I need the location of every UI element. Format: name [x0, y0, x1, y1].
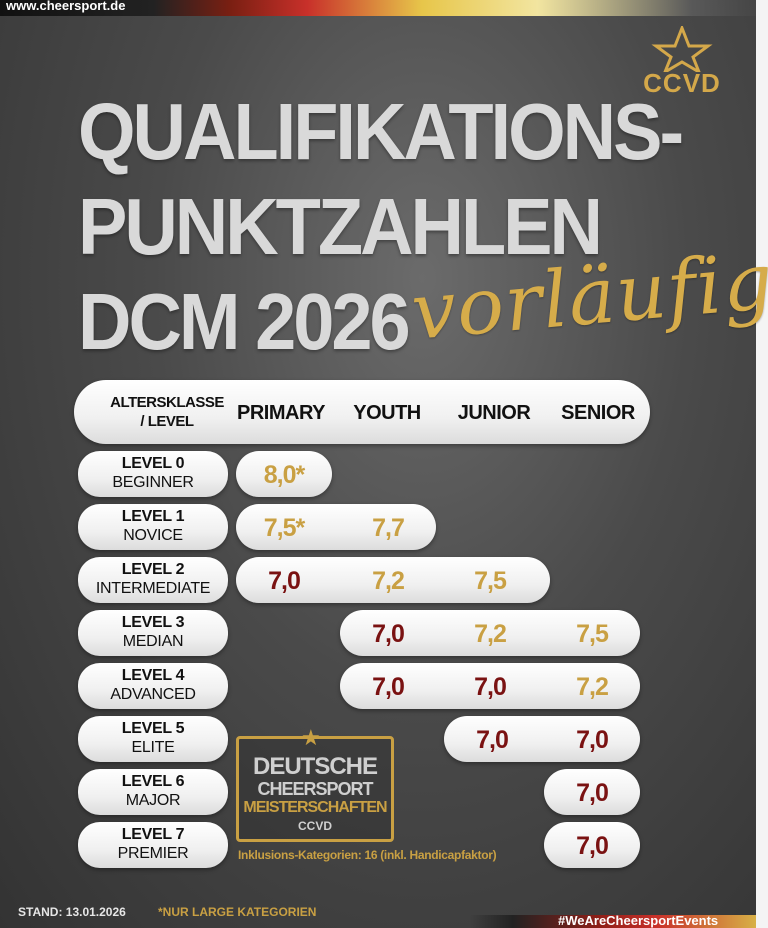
- score-cell: 7,0: [268, 567, 301, 595]
- level-label-5: LEVEL 5 ELITE: [78, 716, 228, 762]
- age-class-header-line2: / LEVEL: [140, 413, 194, 430]
- level-number: LEVEL 6: [121, 773, 185, 790]
- score-cell: 7,0: [576, 779, 609, 807]
- score-cell: 8,0*: [263, 461, 305, 489]
- level-label-0: LEVEL 0 BEGINNER: [78, 451, 228, 497]
- level-number: LEVEL 5: [121, 720, 185, 737]
- age-class-header: ALTERSKLASSE / LEVEL: [92, 393, 242, 431]
- bottom-gradient-bar: [470, 915, 756, 928]
- score-row-2: 7,0 7,2 7,5: [236, 557, 550, 603]
- score-cell: 7,5: [474, 567, 507, 595]
- column-header-youth: YOUTH: [353, 402, 421, 424]
- age-class-header-line1: ALTERSKLASSE: [110, 394, 224, 411]
- dcm-emblem: ★ DEUTSCHE CHEERSPORT MEISTERSCHAFTEN CC…: [236, 725, 394, 842]
- score-row-1: 7,5* 7,7: [236, 504, 436, 550]
- level-name: NOVICE: [123, 527, 183, 544]
- footnote: *NUR LARGE KATEGORIEN: [158, 905, 317, 919]
- emblem-line-2: CHEERSPORT: [257, 779, 373, 799]
- score-row-5: 7,0 7,0: [444, 716, 640, 762]
- level-label-2: LEVEL 2 INTERMEDIATE: [78, 557, 228, 603]
- level-label-4: LEVEL 4 ADVANCED: [78, 663, 228, 709]
- score-cell: 7,2: [576, 673, 609, 701]
- ccvd-logo: CCVD: [638, 26, 726, 100]
- level-name: PREMIER: [117, 845, 189, 862]
- headline-line-2: PUNKTZAHLEN: [78, 181, 603, 272]
- emblem-line-4: CCVD: [297, 819, 332, 833]
- top-gradient-bar: www.cheersport.de: [0, 0, 768, 16]
- level-number: LEVEL 2: [121, 561, 185, 578]
- level-name: ELITE: [131, 739, 175, 756]
- star-icon: ★: [301, 725, 321, 750]
- level-number: LEVEL 3: [121, 614, 185, 631]
- headline-line-3: DCM 2026: [78, 276, 411, 367]
- column-header-junior: JUNIOR: [457, 402, 531, 424]
- score-cell: 7,0: [474, 673, 507, 701]
- column-header-primary: PRIMARY: [237, 402, 325, 424]
- score-cell: 7,5: [576, 620, 609, 648]
- score-cell: 7,0: [576, 726, 609, 754]
- emblem-line-1: DEUTSCHE: [252, 753, 378, 780]
- level-number: LEVEL 7: [121, 826, 185, 843]
- level-label-7: LEVEL 7 PREMIER: [78, 822, 228, 868]
- level-label-1: LEVEL 1 NOVICE: [78, 504, 228, 550]
- level-number: LEVEL 4: [121, 667, 185, 684]
- score-row-0: 8,0*: [236, 451, 332, 497]
- score-cell: 7,0: [476, 726, 509, 754]
- level-name: INTERMEDIATE: [95, 580, 211, 597]
- headline-line-1: QUALIFIKATIONS-: [78, 86, 684, 177]
- inclusion-note: Inklusions-Kategorien: 16 (inkl. Handica…: [238, 848, 497, 862]
- table-header: ALTERSKLASSE / LEVEL PRIMARY YOUTH JUNIO…: [74, 380, 650, 444]
- site-url[interactable]: www.cheersport.de: [6, 0, 126, 13]
- score-cell: 7,0: [372, 673, 405, 701]
- score-row-4: 7,0 7,0 7,2: [340, 663, 640, 709]
- level-name: BEGINNER: [112, 474, 194, 491]
- score-cell: 7,5*: [263, 514, 305, 542]
- score-row-6: 7,0: [544, 769, 640, 815]
- level-label-6: LEVEL 6 MAJOR: [78, 769, 228, 815]
- stand-date: STAND: 13.01.2026: [18, 905, 126, 919]
- level-name: MAJOR: [125, 792, 181, 809]
- score-row-3: 7,0 7,2 7,5: [340, 610, 640, 656]
- logo-text: CCVD: [643, 68, 721, 98]
- level-label-3: LEVEL 3 MEDIAN: [78, 610, 228, 656]
- level-number: LEVEL 0: [121, 455, 185, 472]
- right-edge-strip: [756, 0, 768, 928]
- level-name: ADVANCED: [110, 686, 196, 703]
- star-icon: [651, 26, 713, 72]
- score-cell: 7,0: [372, 620, 405, 648]
- hashtag[interactable]: #WeAreCheersportEvents: [558, 913, 719, 928]
- score-cell: 7,2: [474, 620, 507, 648]
- score-cell: 7,2: [372, 567, 405, 595]
- level-name: MEDIAN: [122, 633, 184, 650]
- score-cell: 7,7: [372, 514, 405, 542]
- score-cell: 7,0: [576, 832, 609, 860]
- level-number: LEVEL 1: [121, 508, 185, 525]
- score-row-7: 7,0: [544, 822, 640, 868]
- emblem-line-3: MEISTERSCHAFTEN: [243, 799, 387, 816]
- column-header-senior: SENIOR: [561, 402, 635, 424]
